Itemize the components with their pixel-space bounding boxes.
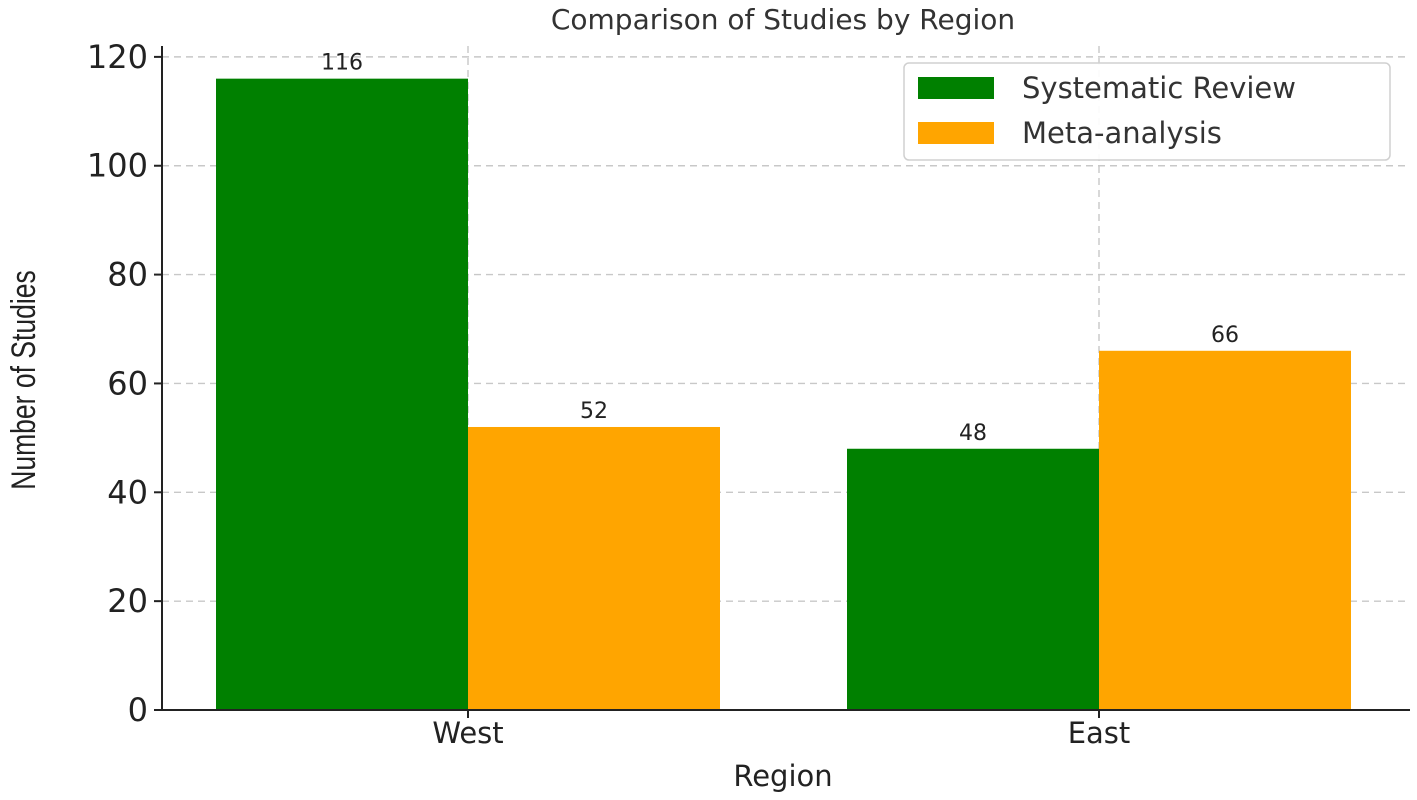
chart-title: Comparison of Studies by Region [551, 3, 1015, 36]
data-labels: 116 48 52 66 [321, 51, 1239, 446]
y-ticks: 0 20 40 60 80 100 120 [87, 38, 162, 729]
y-tick-label: 0 [128, 691, 148, 729]
data-label: 116 [321, 51, 363, 76]
y-axis-label: Number of Studies [5, 270, 43, 490]
legend-entry: Meta-analysis [1022, 116, 1222, 150]
bar [216, 78, 468, 710]
bars [216, 78, 1351, 710]
x-tick-label: West [432, 716, 503, 750]
data-label: 66 [1211, 323, 1239, 348]
legend-entry: Systematic Review [1022, 71, 1296, 105]
bar [847, 448, 1099, 710]
axes [161, 46, 1410, 711]
data-label: 48 [959, 421, 987, 446]
y-tick-label: 20 [107, 582, 148, 620]
legend-box [903, 62, 1391, 161]
legend: Systematic Review Meta-analysis [903, 62, 1391, 161]
legend-swatch [918, 77, 994, 99]
y-tick-label: 80 [107, 256, 148, 294]
legend-swatch [918, 122, 994, 144]
x-axis-label: Region [733, 759, 832, 793]
bar [468, 426, 720, 710]
y-tick-label: 120 [87, 38, 148, 76]
data-label: 52 [580, 399, 608, 424]
y-tick-label: 40 [107, 473, 148, 511]
y-tick-label: 60 [107, 364, 148, 402]
x-tick-label: East [1068, 716, 1131, 750]
bar [1099, 350, 1351, 710]
y-tick-label: 100 [87, 147, 148, 185]
x-ticks: West East [432, 710, 1130, 750]
